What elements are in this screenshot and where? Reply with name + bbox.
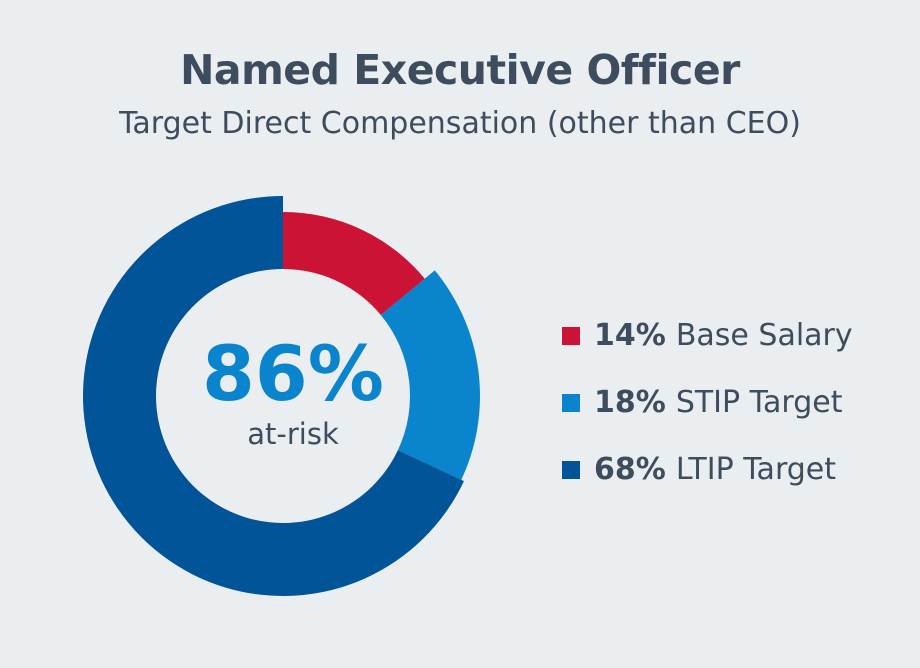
- legend-percent: 68%: [594, 452, 666, 487]
- donut-slice-base-salary: [283, 212, 425, 316]
- legend-label: STIP Target: [675, 385, 843, 420]
- donut-slice-ltip-target: [82, 196, 464, 596]
- legend-swatch: [562, 460, 580, 479]
- legend-item: 68% LTIP Target: [562, 436, 853, 503]
- legend-label: LTIP Target: [675, 452, 837, 487]
- legend-percent: 18%: [594, 385, 666, 420]
- chart-title: Named Executive Officer: [180, 46, 740, 94]
- legend-swatch: [562, 326, 580, 345]
- legend-swatch: [562, 393, 580, 412]
- legend: 14% Base Salary 18% STIP Target 68% LTIP…: [562, 302, 853, 503]
- center-value: 86%: [202, 329, 384, 418]
- chart-subtitle: Target Direct Compensation (other than C…: [119, 106, 801, 141]
- legend-item: 18% STIP Target: [562, 369, 853, 436]
- legend-label: Base Salary: [675, 318, 853, 353]
- legend-percent: 14%: [594, 318, 666, 353]
- donut-slice-stip-target: [380, 270, 480, 480]
- legend-item: 14% Base Salary: [562, 302, 853, 369]
- center-label: at-risk: [247, 417, 339, 451]
